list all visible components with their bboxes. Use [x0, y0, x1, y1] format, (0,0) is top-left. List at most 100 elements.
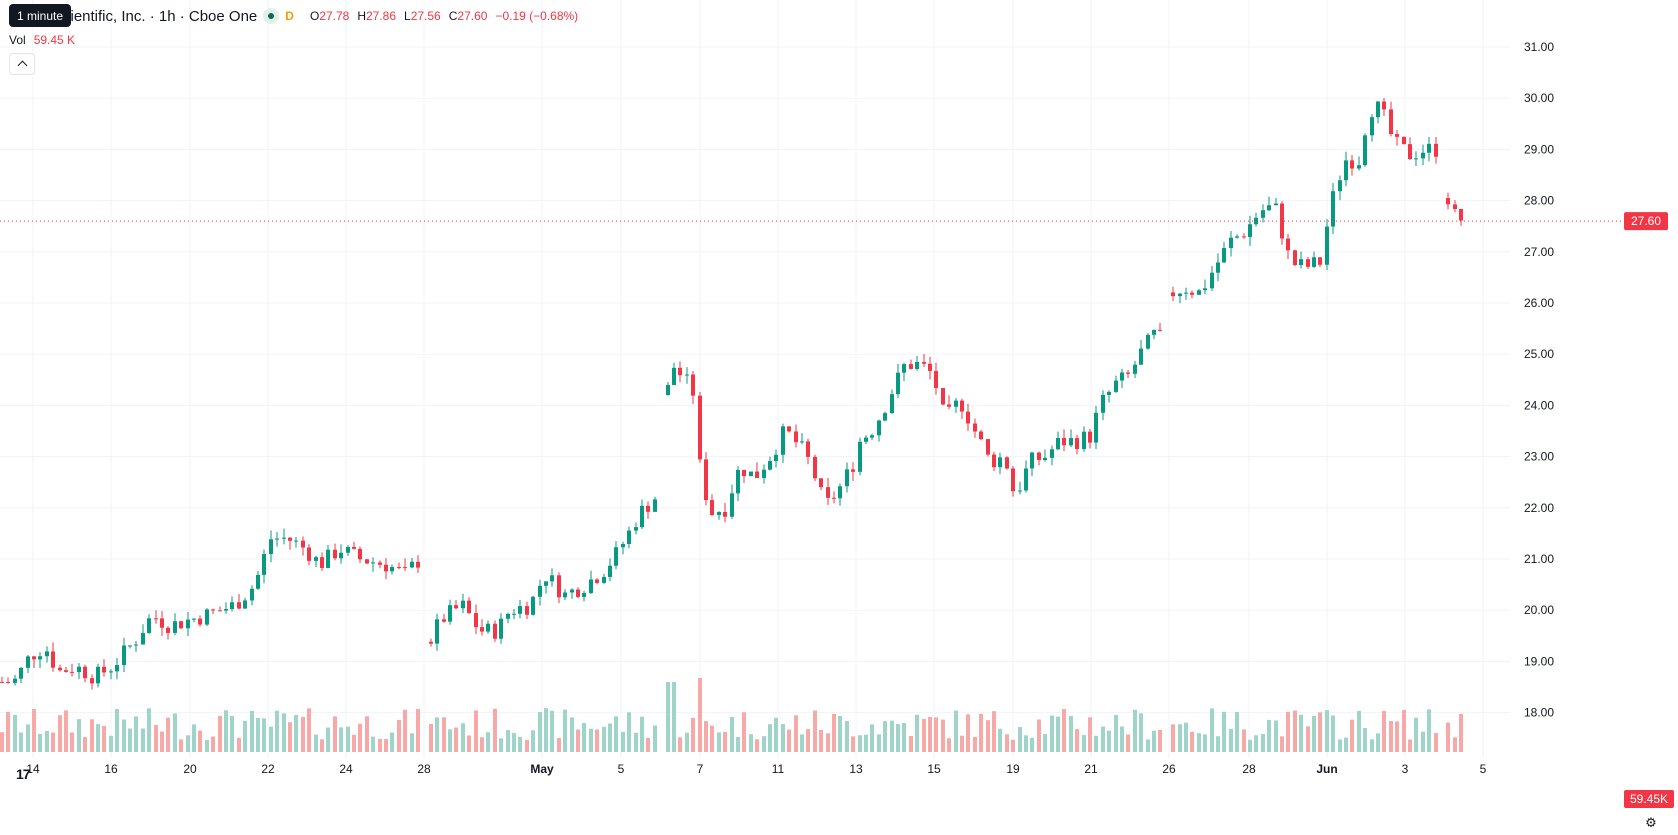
volume-bar	[58, 715, 62, 752]
volume-bar	[1114, 715, 1118, 752]
candle-body	[768, 461, 772, 470]
time-tick-label: 5	[618, 762, 625, 776]
candle-body	[1075, 438, 1079, 450]
candle-body	[480, 627, 484, 632]
candle-body	[787, 426, 791, 432]
volume-bar	[698, 678, 702, 752]
volume-bar	[147, 708, 151, 752]
volume-bar	[1299, 714, 1303, 752]
volume-bar	[19, 732, 23, 752]
symbol-legend[interactable]: cientific, Inc. · 1h · Cboe One D O27.78…	[8, 4, 578, 28]
candle-body	[141, 633, 145, 645]
candle-body	[736, 469, 740, 494]
volume-bar	[102, 725, 106, 752]
volume-bar	[365, 716, 369, 752]
data-badge[interactable]: D	[285, 9, 294, 23]
candle-body	[282, 537, 286, 539]
volume-bar	[416, 709, 420, 752]
volume-bar	[1318, 712, 1322, 752]
volume-axis-badge: 59.45K	[1624, 790, 1674, 808]
candle-body	[979, 431, 983, 440]
volume-bar	[314, 734, 318, 752]
volume-bar	[32, 708, 36, 752]
settings-gear-icon[interactable]: ⚙	[1645, 815, 1657, 830]
low-value: 27.56	[410, 9, 441, 23]
candle-body	[640, 505, 644, 528]
volume-bar	[224, 710, 228, 752]
price-tick-label: 26.00	[1524, 296, 1554, 310]
candle-body	[250, 588, 254, 601]
volume-bar	[448, 729, 452, 752]
volume-bar	[96, 724, 100, 752]
candle-body	[416, 561, 420, 568]
time-axis[interactable]: 14 16 20 22 24 28 May 5 7 11 13 15 19 21 26 28 Jun 3 5	[26, 762, 1486, 776]
candle-body	[1434, 143, 1438, 157]
volume-bar	[1242, 729, 1246, 752]
volume-bar	[1363, 728, 1367, 752]
candle-body	[352, 546, 356, 549]
volume-bar	[134, 716, 138, 752]
candle-body	[851, 469, 855, 472]
volume-bar	[410, 733, 414, 752]
candle-body	[685, 374, 689, 376]
volume-bar	[749, 734, 753, 752]
volume-bar	[160, 731, 164, 752]
candle-body	[160, 618, 164, 628]
volume-bar	[550, 710, 554, 752]
volume-bar	[288, 722, 292, 752]
volume-value: 59.45 K	[33, 33, 76, 47]
volume-bar	[1267, 719, 1271, 752]
candle-body	[365, 559, 369, 564]
volume-bar	[922, 718, 926, 752]
volume-bar	[474, 710, 478, 752]
candle-body	[1056, 437, 1060, 450]
volume-bar	[1030, 737, 1034, 752]
candle-body	[96, 666, 100, 684]
candle-body	[819, 478, 823, 488]
volume-bar	[512, 733, 516, 752]
volume-bar	[589, 728, 593, 752]
candle-body	[614, 547, 618, 566]
volume-bar	[979, 713, 983, 752]
candle-body	[390, 567, 394, 572]
tradingview-logo-icon[interactable]: 17	[16, 766, 31, 782]
volume-bar	[1146, 739, 1150, 752]
candle-body	[1446, 198, 1450, 205]
market-status-icon[interactable]	[263, 8, 280, 24]
volume-bar	[64, 710, 68, 752]
volume-bar	[602, 726, 606, 752]
candle-body	[346, 546, 350, 553]
candle-body	[730, 493, 734, 517]
volume-bar	[672, 682, 676, 752]
volume-bar	[333, 716, 337, 752]
volume-bar	[1082, 735, 1086, 752]
volume-bar	[243, 720, 247, 752]
volume-bar	[301, 716, 305, 752]
time-tick-label: 3	[1402, 762, 1409, 776]
volume-bar	[1229, 728, 1233, 752]
candle-body	[179, 621, 183, 629]
collapse-legend-button[interactable]	[9, 53, 35, 75]
low-label: L	[404, 9, 411, 23]
volume-bar	[1069, 715, 1073, 752]
volume-bar	[1293, 710, 1297, 752]
candle-body	[717, 511, 721, 516]
volume-bar	[973, 736, 977, 752]
volume-bar	[1094, 735, 1098, 752]
candle-body	[883, 413, 887, 421]
candle-body	[1139, 348, 1143, 365]
volume-bar	[1171, 724, 1175, 752]
volume-bar	[1139, 713, 1143, 752]
volume-bar	[640, 716, 644, 752]
volume-legend[interactable]: Vol 59.45 K	[9, 33, 75, 47]
volume-bar	[646, 737, 650, 752]
volume-bar	[1184, 722, 1188, 752]
volume-bar	[525, 739, 529, 752]
volume-bar	[384, 739, 388, 752]
symbol-title[interactable]: cientific, Inc. · 1h · Cboe One	[63, 7, 258, 25]
volume-bar	[1286, 711, 1290, 752]
candle-body	[1421, 152, 1425, 159]
volume-bar	[1421, 731, 1425, 752]
price-axis[interactable]: 31.00 30.00 29.00 28.00 27.00 26.00 25.00 24.00…	[1524, 40, 1554, 720]
